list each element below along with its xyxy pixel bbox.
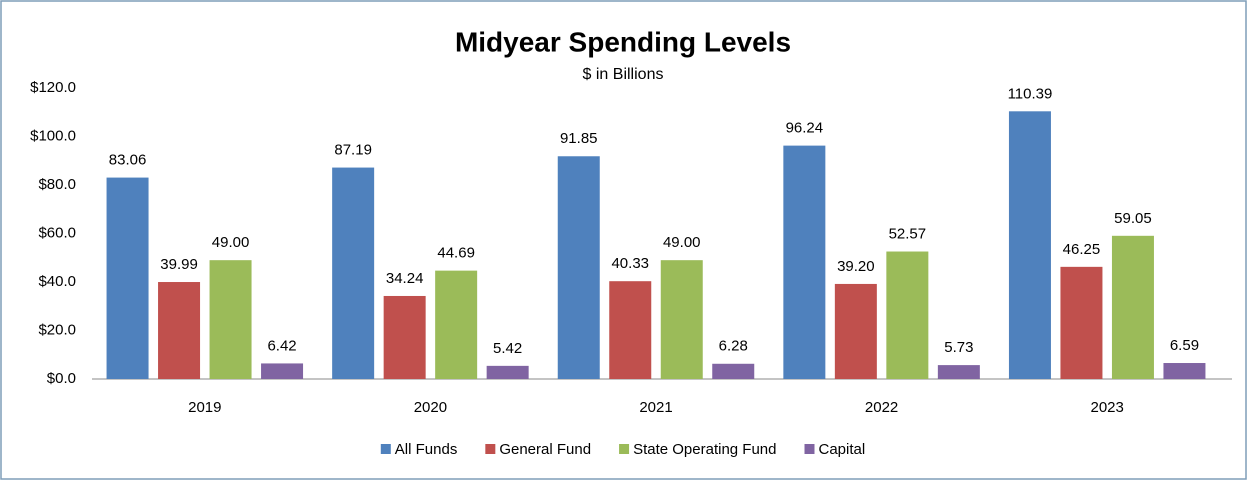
y-tick-label: $20.0 <box>38 321 76 338</box>
value-label: 5.73 <box>944 339 973 356</box>
value-label: 6.28 <box>719 338 748 355</box>
value-label: 46.25 <box>1063 241 1101 258</box>
value-label: 91.85 <box>560 130 598 147</box>
x-tick-label: 2022 <box>865 399 898 416</box>
bar <box>1008 111 1051 379</box>
bar <box>1163 363 1206 379</box>
value-label: 52.57 <box>889 225 927 242</box>
bar <box>158 282 201 379</box>
legend-label: All Funds <box>395 441 458 458</box>
value-label: 59.05 <box>1114 210 1152 227</box>
value-label: 40.33 <box>611 255 649 272</box>
bar <box>557 156 600 379</box>
y-tick-label: $40.0 <box>38 273 76 290</box>
value-label: 6.59 <box>1170 337 1199 354</box>
bar <box>937 365 980 379</box>
bar <box>383 295 426 379</box>
value-label: 34.24 <box>386 270 424 287</box>
legend-swatch <box>804 444 815 454</box>
bar <box>660 260 703 379</box>
legend-label: Capital <box>819 441 866 458</box>
value-label: 6.42 <box>267 337 296 354</box>
value-label: 39.20 <box>837 258 875 275</box>
value-label: 87.19 <box>334 142 372 159</box>
legend-swatch <box>485 444 496 454</box>
value-label: 96.24 <box>786 120 824 137</box>
bar <box>609 281 652 379</box>
bar <box>209 260 252 379</box>
bar <box>435 270 478 379</box>
bar <box>886 251 929 379</box>
y-tick-label: $120.0 <box>30 79 76 96</box>
chart-title: Midyear Spending Levels <box>455 26 791 57</box>
value-label: 110.39 <box>1008 85 1053 102</box>
bar <box>834 283 877 379</box>
legend-swatch <box>380 444 391 454</box>
y-tick-label: $0.0 <box>47 370 76 387</box>
bar <box>106 177 149 379</box>
x-tick-label: 2020 <box>414 399 447 416</box>
y-tick-label: $100.0 <box>30 127 76 144</box>
value-label: 39.99 <box>160 256 198 273</box>
legend-label: State Operating Fund <box>633 441 776 458</box>
bar <box>1060 266 1103 379</box>
value-label: 83.06 <box>109 152 147 169</box>
bar <box>712 363 755 379</box>
legend-label: General Fund <box>499 441 591 458</box>
value-label: 44.69 <box>437 245 475 262</box>
y-tick-label: $60.0 <box>38 224 76 241</box>
x-tick-label: 2023 <box>1091 399 1124 416</box>
y-tick-label: $80.0 <box>38 176 76 193</box>
bar <box>261 363 304 379</box>
value-label: 5.42 <box>493 340 522 357</box>
bar <box>783 145 826 379</box>
bar <box>486 365 529 379</box>
bar <box>332 167 375 379</box>
value-label: 49.00 <box>663 234 701 251</box>
chart-subtitle: $ in Billions <box>583 66 664 83</box>
x-tick-label: 2019 <box>188 399 221 416</box>
value-label: 49.00 <box>212 234 250 251</box>
bar <box>1111 235 1154 379</box>
legend-swatch <box>619 444 630 454</box>
x-tick-label: 2021 <box>639 399 672 416</box>
